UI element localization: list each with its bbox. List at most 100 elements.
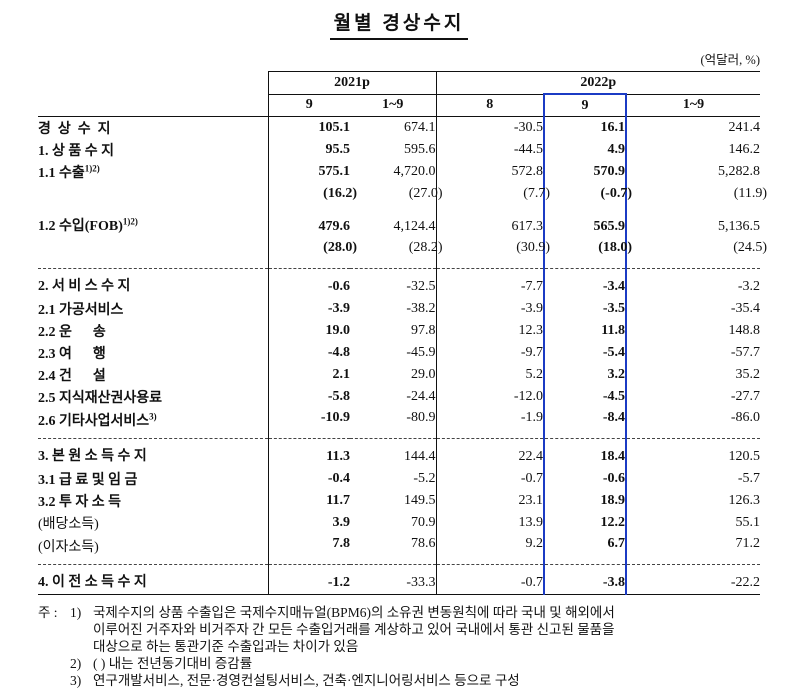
value-cell: 126.3	[728, 493, 761, 508]
value-cell: -32.5	[350, 268, 437, 298]
value-cell: 11.7	[326, 493, 350, 508]
table-head: 2021p 2022p 9 1~9 8 9 1~9	[38, 71, 761, 117]
footnote-line: 대상으로 하는 통관기준 수출입과는 차이가 있음	[93, 639, 359, 654]
value-cell: 146.2	[728, 142, 761, 157]
value-cell: (28.2)	[350, 238, 443, 269]
value-cell: 78.6	[350, 534, 437, 565]
value-cell: 29.0	[350, 364, 437, 386]
value-cell: 241.4	[728, 120, 761, 135]
col-header: 8	[436, 94, 545, 117]
value-cell: -0.6	[543, 468, 628, 490]
table-row: 2.3 여 행 -4.8 -45.9 -9.7 -5.4 -57.7	[38, 342, 760, 364]
value-cell: 19.0	[325, 323, 351, 338]
row-header-stub	[38, 71, 269, 117]
value-cell: 4.9	[543, 139, 628, 161]
col-header: 9	[543, 93, 628, 117]
table-row: 2.1 가공서비스 -3.9 -38.2 -3.9 -3.5 -35.4	[38, 298, 760, 320]
value-cell: 5,282.8	[718, 164, 761, 179]
value-cell: -10.9	[268, 408, 350, 439]
row-label: 2.4 건 설	[38, 364, 269, 386]
value-cell: -8.4	[543, 408, 628, 439]
table-row: 2.6 기타사업서비스3) -10.9 -80.9 -1.9 -8.4 -86.0	[38, 408, 761, 439]
row-label: 경 상 수 지	[38, 116, 269, 139]
value-cell: 3.2	[543, 364, 628, 386]
footnote-line: 이루어진 거주자와 비거주자 간 모든 수출입거래를 계상하고 있어 국내에서 …	[93, 622, 615, 637]
value-cell: -30.5	[513, 120, 544, 135]
table-row: (이자소득) 7.8 78.6 9.2 6.7 71.2	[38, 534, 761, 565]
value-cell: -3.4	[543, 268, 628, 298]
value-cell: 16.1	[543, 116, 628, 139]
table-body: 경 상 수 지 105.1 674.1 -30.5 16.1 241.4 1. 상 품 수 …	[38, 116, 768, 595]
footnote-marker: 2)	[70, 656, 82, 671]
value-cell: 3.9	[332, 515, 351, 530]
table-row: 1.1 수출1)2) 575.1 4,720.0 572.8 570.9 5,282.8	[38, 161, 760, 183]
value-cell: 144.4	[350, 438, 437, 468]
value-cell: (24.5)	[626, 238, 767, 269]
value-cell: 572.8	[511, 164, 544, 179]
row-label: 2.1 가공서비스	[38, 298, 269, 320]
value-cell: 5,136.5	[718, 219, 761, 234]
value-cell: 617.3	[511, 219, 544, 234]
table-row: 3.1 급 료 및 임 금 -0.4 -5.2 -0.7 -0.6 -5.7	[38, 468, 760, 490]
row-label: 3.2 투 자 소 득	[38, 490, 269, 512]
table-row: 4. 이 전 소 득 수 지 -1.2 -33.3 -0.7 -3.8 -22.2	[38, 564, 761, 595]
page-title: 월별 경상수지	[329, 8, 469, 40]
value-cell: (28.0)	[268, 238, 357, 269]
value-cell: -22.2	[626, 564, 761, 595]
value-cell: 23.1	[518, 493, 544, 508]
row-label: 2.3 여 행	[38, 342, 269, 364]
footnote-text: ( ) 내는 전년동기대비 증감률	[93, 655, 760, 672]
row-label: 2.6 기타사업서비스3)	[38, 408, 269, 439]
value-cell: -3.8	[543, 564, 628, 595]
footnote-item: 2) ( ) 내는 전년동기대비 증감률	[38, 655, 760, 672]
col-header: 1~9	[626, 94, 761, 117]
row-label: 3.1 급 료 및 임 금	[38, 468, 269, 490]
value-cell: 18.9	[543, 490, 628, 512]
value-cell: 479.6	[318, 219, 351, 234]
table-row: (배당소득) 3.9 70.9 13.9 12.2 55.1	[38, 512, 760, 534]
table-row: 2.2 운 송 19.0 97.8 12.3 11.8 148.8	[38, 320, 760, 342]
value-cell: 105.1	[318, 120, 351, 135]
row-label	[38, 238, 269, 269]
value-cell: 674.1	[350, 116, 437, 139]
value-cell: 565.9	[543, 205, 628, 238]
col-header: 1~9	[350, 94, 437, 117]
value-cell: 5.2	[525, 367, 544, 382]
footnote-text: 연구개발서비스, 전문·경영컨설팅서비스, 건축·엔지니어링서비스 등으로 구성	[93, 672, 760, 689]
value-cell: 11.3	[326, 449, 350, 464]
value-cell: -3.9	[327, 301, 350, 316]
row-label: 1.2 수입(FOB)1)2)	[38, 205, 269, 238]
value-cell: -0.7	[520, 471, 544, 486]
value-cell: (11.9)	[733, 186, 768, 201]
value-cell: -57.7	[730, 345, 761, 360]
row-label	[38, 183, 269, 205]
col-group-label: 2021p	[268, 71, 437, 95]
row-label: 2.2 운 송	[38, 320, 269, 342]
value-cell: -0.7	[436, 564, 545, 595]
row-label: 2. 서 비 스 수 지	[38, 268, 269, 298]
footnote-item: 주 : 1) 국제수지의 상품 수출입은 국제수지매뉴얼(BPM6)의 소유권 변…	[38, 604, 760, 655]
value-cell: -5.2	[350, 468, 437, 490]
value-cell: -5.8	[327, 389, 350, 404]
value-cell: 4,720.0	[350, 161, 437, 183]
value-cell: -12.0	[513, 389, 544, 404]
value-cell: -3.5	[543, 298, 628, 320]
value-cell: -5.4	[543, 342, 628, 364]
table-row: 3.2 투 자 소 득 11.7 149.5 23.1 18.9 126.3	[38, 490, 760, 512]
value-cell: 95.5	[325, 142, 351, 157]
value-cell: 2.1	[332, 367, 351, 382]
footnote-line: 국제수지의 상품 수출입은 국제수지매뉴얼(BPM6)의 소유권 변동원칙에 따…	[93, 605, 615, 620]
value-cell: -9.7	[520, 345, 544, 360]
footnote-line: ( ) 내는 전년동기대비 증감률	[93, 656, 253, 671]
value-cell: 35.2	[735, 367, 761, 382]
value-cell: -1.2	[268, 564, 350, 595]
footnote-marker: 1)	[70, 605, 82, 620]
value-cell: -80.9	[350, 408, 437, 439]
value-cell: 595.6	[350, 139, 437, 161]
value-cell: 7.8	[268, 534, 350, 565]
value-cell: (7.7)	[523, 186, 551, 201]
value-cell: -33.3	[350, 564, 437, 595]
value-cell: (18.0)	[543, 238, 632, 269]
value-cell: -0.4	[327, 471, 350, 486]
value-cell: -4.5	[543, 386, 628, 408]
